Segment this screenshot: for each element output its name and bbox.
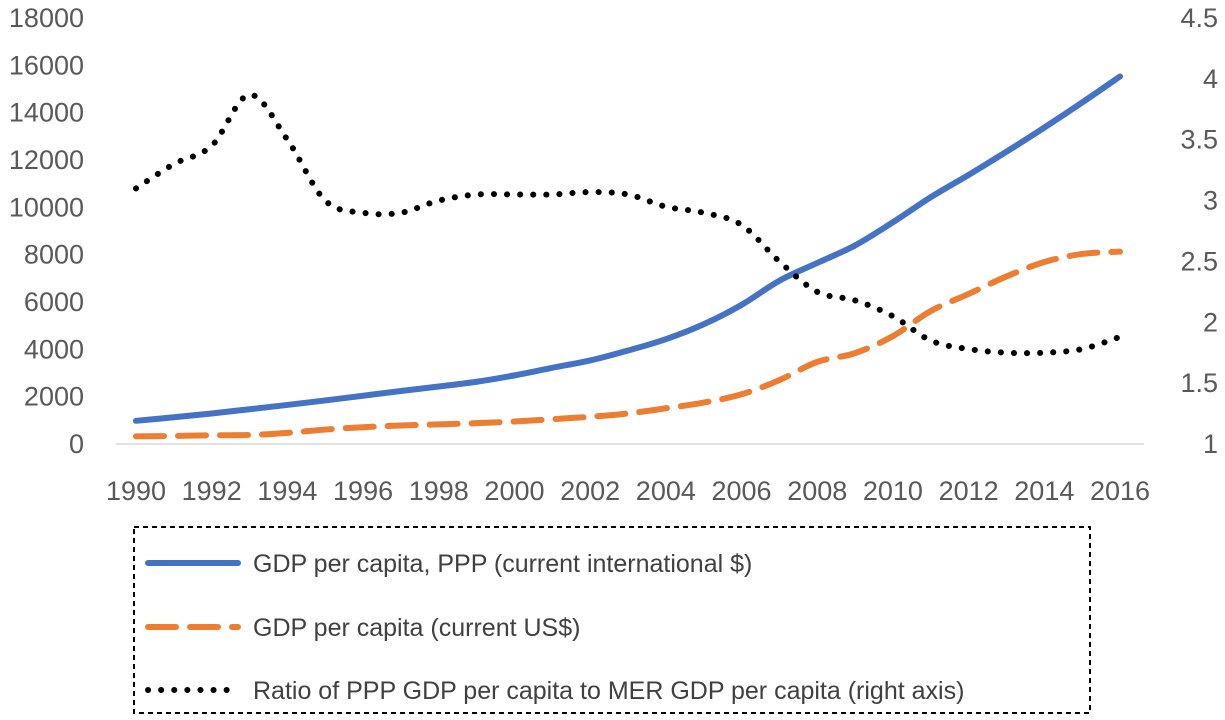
x-tick-label: 1996	[333, 476, 393, 506]
x-tick-label: 1994	[257, 476, 317, 506]
x-tick-label: 2004	[636, 476, 696, 506]
y-right-tick-label: 4	[1203, 64, 1218, 94]
y-left-tick-label: 12000	[9, 145, 84, 175]
y-right-tick-label: 2.5	[1180, 246, 1218, 276]
legend-label-1: GDP per capita, PPP (current internation…	[253, 550, 752, 578]
series-line-3	[133, 91, 1123, 357]
y-left-tick-label: 16000	[9, 50, 84, 80]
y-right-tick-label: 3	[1203, 186, 1218, 216]
legend-label-3: Ratio of PPP GDP per capita to MER GDP p…	[253, 677, 964, 705]
series-line-2	[133, 248, 1123, 440]
legend-box	[133, 526, 1091, 714]
y-left-tick-label: 0	[69, 429, 84, 459]
y-left-tick-label: 14000	[9, 98, 84, 128]
y-right-tick-label: 1.5	[1180, 368, 1218, 398]
y-left-tick-label: 18000	[9, 3, 84, 33]
y-right-tick-label: 1	[1203, 429, 1218, 459]
y-left-tick-label: 2000	[24, 382, 84, 412]
y-left-tick-label: 10000	[9, 192, 84, 222]
x-tick-label: 1998	[409, 476, 469, 506]
y-right-tick-label: 2	[1203, 307, 1218, 337]
x-tick-label: 1992	[182, 476, 242, 506]
x-tick-label: 2010	[863, 476, 923, 506]
y-left-tick-label: 6000	[24, 287, 84, 317]
y-left-tick-label: 4000	[24, 334, 84, 364]
series-lines	[133, 73, 1123, 440]
x-tick-label: 2014	[1014, 476, 1074, 506]
x-tick-label: 2006	[711, 476, 771, 506]
x-tick-label: 2016	[1090, 476, 1150, 506]
y-left-tick-label: 8000	[24, 240, 84, 270]
y-right-tick-label: 3.5	[1180, 125, 1218, 155]
series-line-1	[133, 73, 1123, 424]
x-tick-label: 2008	[787, 476, 847, 506]
x-tick-label: 2002	[560, 476, 620, 506]
axes: 0200040006000800010000120001400016000180…	[9, 3, 1218, 506]
legend: GDP per capita, PPP (current internation…	[133, 526, 1091, 714]
x-tick-label: 1990	[106, 476, 166, 506]
y-right-tick-label: 4.5	[1180, 3, 1218, 33]
x-tick-label: 2000	[484, 476, 544, 506]
x-tick-label: 2012	[939, 476, 999, 506]
legend-label-2: GDP per capita (current US$)	[253, 614, 580, 642]
